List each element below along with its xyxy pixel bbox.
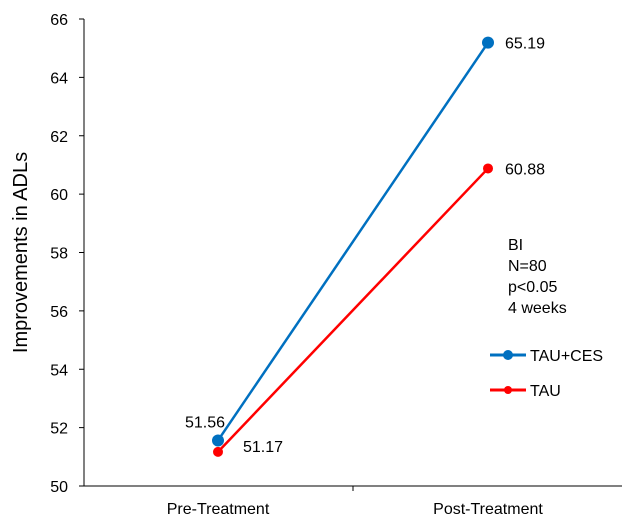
legend-swatch-marker <box>503 350 513 360</box>
y-axis-ticks: 50 52 54 56 58 60 62 64 66 <box>50 12 84 496</box>
y-tick-label: 62 <box>50 129 68 146</box>
series-layer: 51.56 65.19 51.17 60.88 <box>185 36 545 457</box>
legend-item: TAU+CES <box>490 348 603 365</box>
data-point <box>212 434 224 447</box>
y-tick-label: 66 <box>50 12 68 29</box>
legend-label: TAU+CES <box>530 348 603 365</box>
y-axis-title: Improvements in ADLs <box>10 152 32 353</box>
y-tick-label: 64 <box>50 70 68 87</box>
data-point <box>213 446 223 457</box>
y-tick-label: 56 <box>50 304 68 321</box>
y-tick-label: 54 <box>50 362 68 379</box>
series-line <box>217 167 489 453</box>
y-tick-label: 58 <box>50 246 68 263</box>
legend-item: TAU <box>490 383 561 400</box>
series-tau <box>213 163 493 457</box>
annotation-line: N=80 <box>508 258 547 275</box>
legend: TAU+CES TAU <box>490 348 603 400</box>
data-label: 51.17 <box>243 439 283 456</box>
y-tick-label: 52 <box>50 421 68 438</box>
data-point <box>482 36 494 49</box>
x-axis-ticks: Pre-Treatment Post-Treatment <box>167 486 543 518</box>
data-label: 60.88 <box>505 161 545 178</box>
data-label: 65.19 <box>505 36 545 53</box>
annotation-box: BI N=80 p<0.05 4 weeks <box>508 237 567 317</box>
legend-label: TAU <box>530 383 561 400</box>
data-point <box>483 163 493 174</box>
y-tick-label: 60 <box>50 187 68 204</box>
x-tick-label: Post-Treatment <box>433 501 543 518</box>
annotation-line: 4 weeks <box>508 300 567 317</box>
series-tau-ces <box>212 36 494 447</box>
annotation-line: BI <box>508 237 523 254</box>
annotation-line: p<0.05 <box>508 279 557 296</box>
y-tick-label: 50 <box>50 479 68 496</box>
data-label: 51.56 <box>185 414 225 431</box>
series-line <box>216 41 490 442</box>
legend-swatch-marker <box>504 386 512 394</box>
x-tick-label: Pre-Treatment <box>167 501 270 518</box>
